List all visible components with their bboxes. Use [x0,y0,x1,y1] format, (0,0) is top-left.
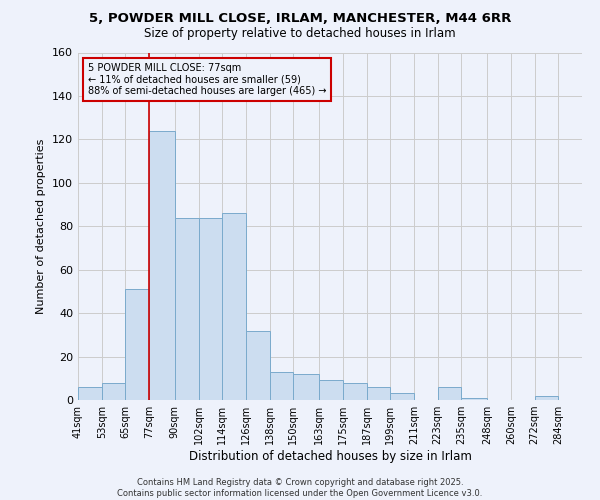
Text: 5, POWDER MILL CLOSE, IRLAM, MANCHESTER, M44 6RR: 5, POWDER MILL CLOSE, IRLAM, MANCHESTER,… [89,12,511,26]
Bar [270,372,293,400]
Bar [438,387,461,400]
Bar [175,218,199,400]
Bar [390,394,414,400]
Bar [199,218,222,400]
Bar [125,289,149,400]
Bar [149,130,175,400]
Y-axis label: Number of detached properties: Number of detached properties [37,138,46,314]
Bar [293,374,319,400]
Bar [535,396,558,400]
Bar [102,382,125,400]
Bar [461,398,487,400]
Text: 5 POWDER MILL CLOSE: 77sqm
← 11% of detached houses are smaller (59)
88% of semi: 5 POWDER MILL CLOSE: 77sqm ← 11% of deta… [88,63,326,96]
Bar [222,213,246,400]
Text: Contains HM Land Registry data © Crown copyright and database right 2025.
Contai: Contains HM Land Registry data © Crown c… [118,478,482,498]
Bar [78,387,102,400]
X-axis label: Distribution of detached houses by size in Irlam: Distribution of detached houses by size … [188,450,472,463]
Bar [367,387,390,400]
Bar [246,330,270,400]
Bar [319,380,343,400]
Text: Size of property relative to detached houses in Irlam: Size of property relative to detached ho… [144,28,456,40]
Bar [343,382,367,400]
